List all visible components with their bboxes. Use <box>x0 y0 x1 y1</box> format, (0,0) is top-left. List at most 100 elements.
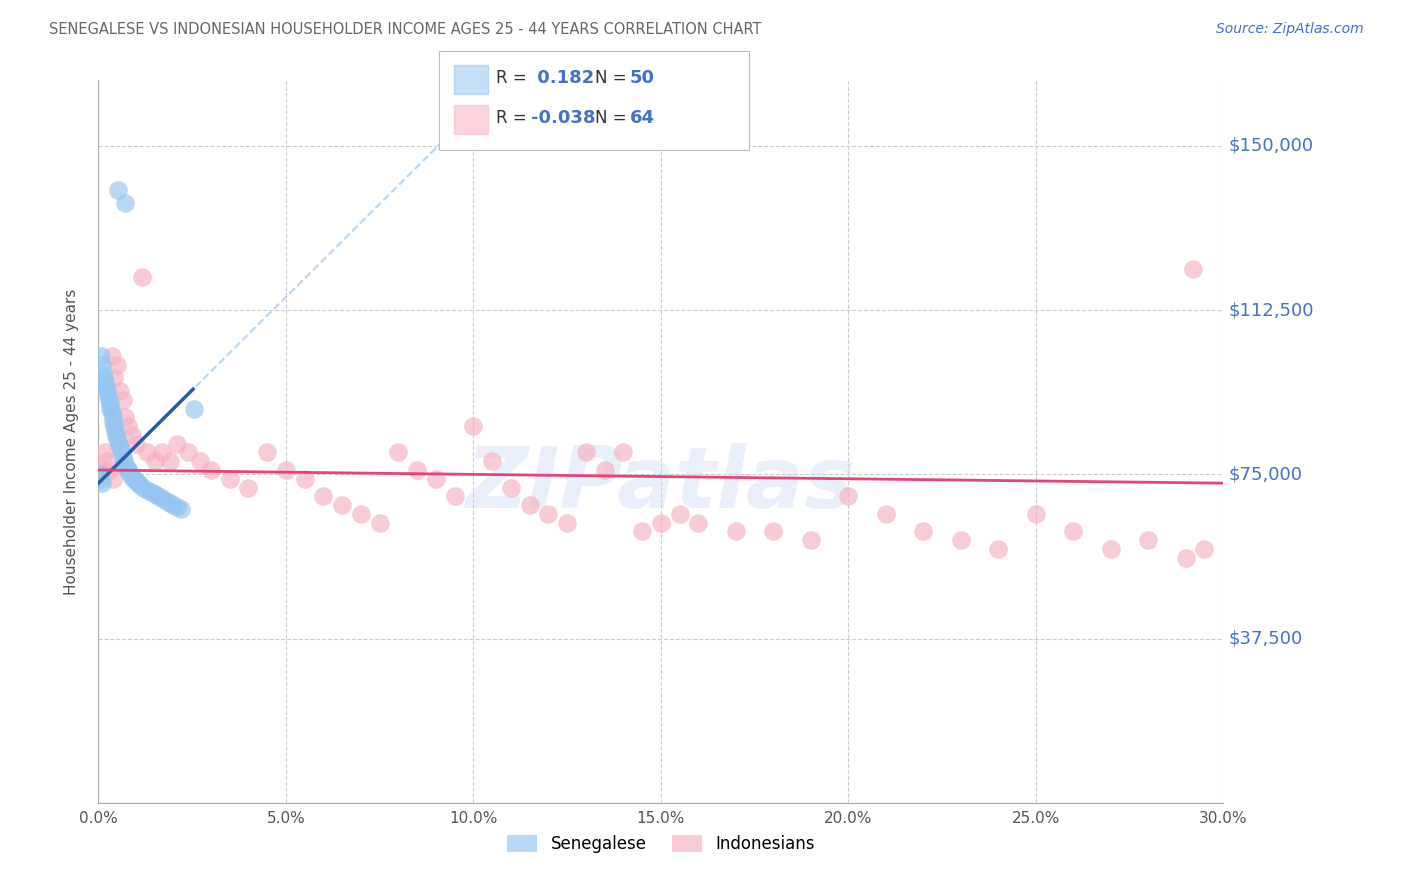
Point <box>121 469 143 483</box>
Point <box>97 388 120 402</box>
Point <box>90 476 112 491</box>
Point <box>631 524 654 539</box>
Point <box>1062 524 1084 539</box>
Point <box>150 491 173 506</box>
Point <box>103 415 125 429</box>
Point <box>387 445 409 459</box>
Point <box>274 463 297 477</box>
Point <box>668 507 690 521</box>
Point <box>159 496 181 510</box>
Point <box>463 419 485 434</box>
Text: 0.182: 0.182 <box>531 69 595 87</box>
Point <box>115 460 138 475</box>
Point <box>166 500 188 515</box>
Point <box>103 371 125 385</box>
Point <box>912 524 935 539</box>
Point <box>125 436 148 450</box>
Point <box>91 367 114 381</box>
Point <box>443 489 465 503</box>
Point <box>170 502 193 516</box>
Text: N =: N = <box>595 69 631 87</box>
Point <box>117 463 139 477</box>
Point <box>108 384 131 399</box>
Point <box>118 465 141 479</box>
Point <box>114 410 136 425</box>
Point <box>166 436 188 450</box>
Point <box>111 445 134 459</box>
Point <box>91 358 114 372</box>
Point <box>183 401 205 416</box>
Text: $75,000: $75,000 <box>1229 466 1303 483</box>
Point <box>108 436 131 450</box>
Text: 50: 50 <box>630 69 655 87</box>
Point <box>100 406 122 420</box>
Point <box>114 458 136 473</box>
Text: N =: N = <box>595 109 631 127</box>
Point <box>122 472 145 486</box>
Point <box>100 349 122 363</box>
Point <box>143 454 166 468</box>
Text: R =: R = <box>496 109 533 127</box>
Point <box>368 516 391 530</box>
Point <box>1194 541 1216 556</box>
Point <box>575 445 598 459</box>
Point <box>188 454 211 468</box>
Point <box>256 445 278 459</box>
Point <box>650 516 672 530</box>
Text: -0.038: -0.038 <box>531 109 596 127</box>
Point <box>762 524 785 539</box>
Point <box>162 498 184 512</box>
Point <box>94 376 117 390</box>
Legend: Senegalese, Indonesians: Senegalese, Indonesians <box>501 828 821 860</box>
Text: $112,500: $112,500 <box>1229 301 1315 319</box>
Y-axis label: Householder Income Ages 25 - 44 years: Householder Income Ages 25 - 44 years <box>65 288 79 595</box>
Point <box>111 392 134 407</box>
Point <box>125 474 148 488</box>
Point <box>1174 550 1197 565</box>
Point <box>218 472 240 486</box>
Point <box>612 445 634 459</box>
Point <box>537 507 560 521</box>
Point <box>104 424 127 438</box>
Point <box>98 397 121 411</box>
Point <box>105 433 128 447</box>
Point <box>724 524 747 539</box>
Point <box>90 472 112 486</box>
Point <box>96 384 118 399</box>
Point <box>91 463 114 477</box>
Point <box>800 533 823 547</box>
Point <box>148 489 170 503</box>
Point <box>136 445 159 459</box>
Point <box>97 392 120 407</box>
Point <box>93 371 115 385</box>
Point <box>90 349 112 363</box>
Point <box>105 428 128 442</box>
Text: $37,500: $37,500 <box>1229 630 1303 648</box>
Point <box>89 467 111 482</box>
Point <box>330 498 353 512</box>
Point <box>406 463 429 477</box>
Point <box>1099 541 1122 556</box>
Point <box>101 410 124 425</box>
Point <box>238 481 260 495</box>
Point <box>312 489 335 503</box>
Point <box>139 484 162 499</box>
Point <box>112 454 135 468</box>
Point <box>127 476 149 491</box>
Point <box>107 183 129 197</box>
Point <box>100 401 122 416</box>
Point <box>128 478 150 492</box>
Text: $150,000: $150,000 <box>1229 137 1315 155</box>
Point <box>1182 261 1205 276</box>
Text: 64: 64 <box>630 109 655 127</box>
Text: ZIPatlas: ZIPatlas <box>465 443 856 526</box>
Point <box>108 441 131 455</box>
Point <box>103 419 125 434</box>
Point <box>121 428 143 442</box>
Point <box>837 489 859 503</box>
Point <box>159 454 181 468</box>
Point <box>150 445 173 459</box>
Text: SENEGALESE VS INDONESIAN HOUSEHOLDER INCOME AGES 25 - 44 YEARS CORRELATION CHART: SENEGALESE VS INDONESIAN HOUSEHOLDER INC… <box>49 22 762 37</box>
Point <box>688 516 710 530</box>
Point <box>875 507 897 521</box>
